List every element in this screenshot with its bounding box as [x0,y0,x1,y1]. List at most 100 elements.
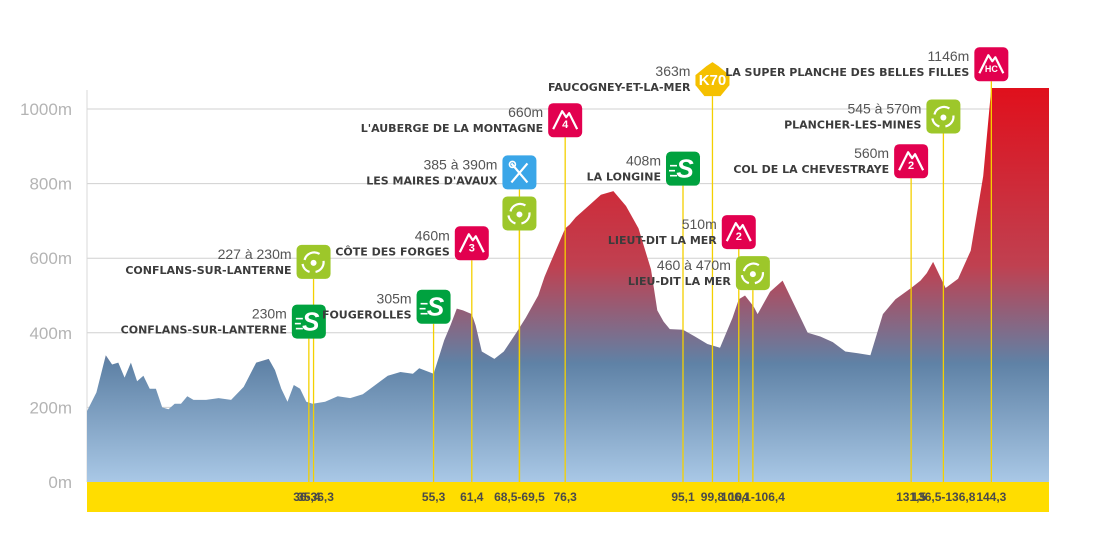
sprint-icon: S [416,289,451,324]
feed-icon [502,196,537,231]
altitude-label: 545 à 570m [847,100,921,116]
place-name: PLANCHER-LES-MINES [784,118,921,131]
altitude-label: 230m [252,306,287,322]
altitude-label: 560m [854,145,889,161]
km-label: 36-36,3 [293,490,334,504]
recycle-arrow [521,212,531,225]
km-label: 99,8 [701,490,725,504]
mountain-glyph [978,54,1005,74]
altitude-label: 1146m [928,48,970,64]
waypoint-guide-lines [308,81,992,482]
km-label: 136,5-136,8 [911,490,975,504]
food-icon [502,155,537,190]
feed-icon [735,256,770,291]
place-name: LA SUPER PLANCHE DES BELLES FILLES [725,66,969,79]
recycle-dot [516,211,523,218]
sprint-glyph: S [302,307,320,337]
y-tick-label: 400m [29,324,72,343]
altitude-label: 305m [377,291,412,307]
climb-category: 4 [562,119,569,131]
recycle-arrow [315,260,325,274]
y-tick-label: 200m [29,398,72,417]
recycle-arrow [507,215,516,225]
place-name: LIEU-DIT LA MER [628,275,731,288]
altitude-label: 510m [682,216,717,232]
climb-category: 2 [736,231,742,243]
recycle-dot [749,271,756,278]
sprint-glyph: S [427,292,445,322]
place-name: CONFLANS-SUR-LANTERNE [125,264,291,277]
km-label: 61,4 [460,490,484,504]
place-name: FAUCOGNEY-ET-LA-MER [548,81,691,94]
recycle-arrow [509,202,527,212]
altitude-label: 408m [626,153,661,169]
km-band [87,482,1049,512]
km-to-go-text: K70 [699,72,727,89]
sprint-icon: S [666,151,701,186]
place-name: LIEUT-DIT LA MER [608,234,717,247]
altitude-label: 227 à 230m [218,246,292,262]
recycle-arrow [945,115,955,128]
climb-icon: 4 [548,103,583,138]
place-name: CÔTE DES FORGES [335,245,450,258]
altitude-label: 385 à 390m [423,156,497,172]
recycle-dot [310,259,317,266]
sprint-icon-bg [416,289,451,324]
place-name: LA LONGINE [587,171,661,184]
place-name: FOUGEROLLES [322,309,412,322]
km-label: 131,5 [896,490,926,504]
altitude-label: 460m [415,227,450,243]
climb-icon: 2 [894,144,929,179]
climb-icon: 3 [454,226,489,261]
feed-icon [926,99,961,134]
y-tick-label: 1000m [20,100,72,119]
sprint-icon: S [291,304,326,339]
climb-category: 2 [908,160,914,172]
km_to_go-icon: K70 [695,62,730,97]
sprint-glyph: S [676,154,694,184]
altitude-label: 660m [508,104,543,120]
recycle-arrow [933,105,950,115]
recycle-arrow [754,271,764,285]
place-name: LES MAIRES D'AVAUX [366,174,498,187]
climb-icon: HC [974,47,1009,82]
mountain-glyph [458,233,485,253]
km-label: 95,1 [671,490,695,504]
altitude-label: 363m [655,63,690,79]
km-label: 35,4 [297,490,321,504]
y-axis-labels: 0m 200m 400m 600m 800m 1000m [20,100,72,492]
recycle-arrow [931,118,940,128]
place-name: L'AUBERGE DE LA MONTAGNE [361,122,543,135]
y-tick-label: 600m [29,249,72,268]
km-label: 144,3 [976,490,1006,504]
climb-category: 3 [469,242,475,254]
recycle-arrow [740,274,750,285]
place-name: CONFLANS-SUR-LANTERNE [121,324,287,337]
km-label: 68,5-69,5 [494,490,545,504]
place-name: COL DE LA CHEVESTRAYE [733,163,889,176]
recycle-dot [940,114,947,121]
climb-icon-bg [548,103,583,138]
km-label: 104 [729,490,749,504]
feed-icon [296,244,331,279]
km-label: 106,1-106,4 [721,490,785,504]
mountain-glyph [725,221,752,242]
knife-line [510,162,529,184]
km-labels: 35,436-36,3 55,3 61,4 68,5-69,5 76,3 95,1 99,8… [293,490,1006,504]
climb-icon-bg [894,144,929,179]
km-label: 76,3 [554,490,578,504]
climb-icon: 2 [721,215,756,250]
waypoint-markers: S 230m CONFLANS-SUR-LANTERNE 227 à 230m CONF… [121,47,1009,339]
fork-head [508,160,517,169]
recycle-arrow [301,263,310,273]
mountain-glyph [552,110,579,130]
climb-icon-bg [721,215,756,250]
recycle-arrow [303,251,321,261]
recycle-arrow [742,262,760,272]
altitude-label: 460 à 470m [657,257,731,273]
sprint-icon-bg [291,304,326,339]
climb-icon-bg [454,226,489,261]
climb-icon-bg [974,47,1009,82]
km-to-go-badge [695,62,730,97]
